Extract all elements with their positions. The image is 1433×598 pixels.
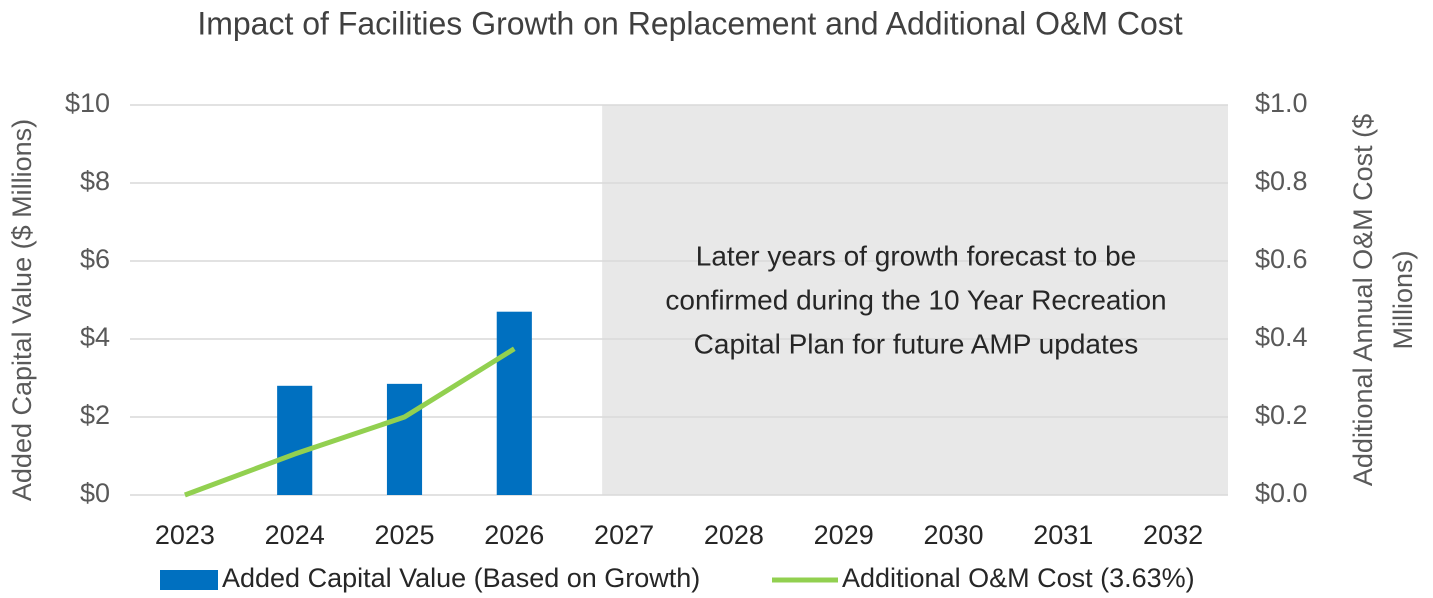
x-tick-label: 2024: [265, 520, 325, 550]
x-tick-label: 2030: [923, 520, 983, 550]
y2-axis-label: Millions): [1388, 250, 1418, 349]
y2-tick-label: $0.6: [1255, 244, 1308, 274]
annotation: confirmed during the 10 Year Recreation: [665, 284, 1166, 315]
x-tick-label: 2023: [155, 520, 215, 550]
y2-tick-label: $0.8: [1255, 166, 1308, 196]
y-tick-label: $10: [65, 88, 110, 118]
y-tick-label: $2: [80, 400, 110, 430]
y-tick-label: $4: [80, 322, 110, 352]
x-tick-label: 2025: [374, 520, 434, 550]
y-tick-label: $0: [80, 478, 110, 508]
chart-title: Impact of Facilities Growth on Replaceme…: [197, 5, 1182, 41]
y-tick-label: $6: [80, 244, 110, 274]
y2-tick-label: $0.2: [1255, 400, 1308, 430]
x-tick-label: 2032: [1143, 520, 1203, 550]
x-tick-label: 2026: [484, 520, 544, 550]
bar: [386, 383, 423, 495]
y2-axis-label: Additional Annual O&M Cost ($: [1348, 114, 1378, 486]
legend-label: Additional O&M Cost (3.63%): [842, 563, 1195, 593]
x-tick-label: 2029: [814, 520, 874, 550]
bar: [277, 385, 313, 495]
y2-tick-label: $0.0: [1255, 478, 1308, 508]
shaded-region: [602, 105, 1228, 495]
x-tick-label: 2031: [1033, 520, 1093, 550]
y-tick-label: $8: [80, 166, 110, 196]
annotation: Capital Plan for future AMP updates: [694, 328, 1139, 359]
legend-label: Added Capital Value (Based on Growth): [222, 563, 700, 593]
x-tick-label: 2027: [594, 520, 654, 550]
bar: [496, 311, 532, 495]
legend-swatch: [160, 570, 218, 590]
y2-tick-label: $0.4: [1255, 322, 1308, 352]
annotation: Later years of growth forecast to be: [696, 240, 1136, 271]
line: [184, 346, 516, 498]
x-tick-label: 2028: [704, 520, 764, 550]
y2-tick-label: $1.0: [1255, 88, 1308, 118]
y-axis-label: Added Capital Value ($ Millions): [7, 119, 37, 501]
